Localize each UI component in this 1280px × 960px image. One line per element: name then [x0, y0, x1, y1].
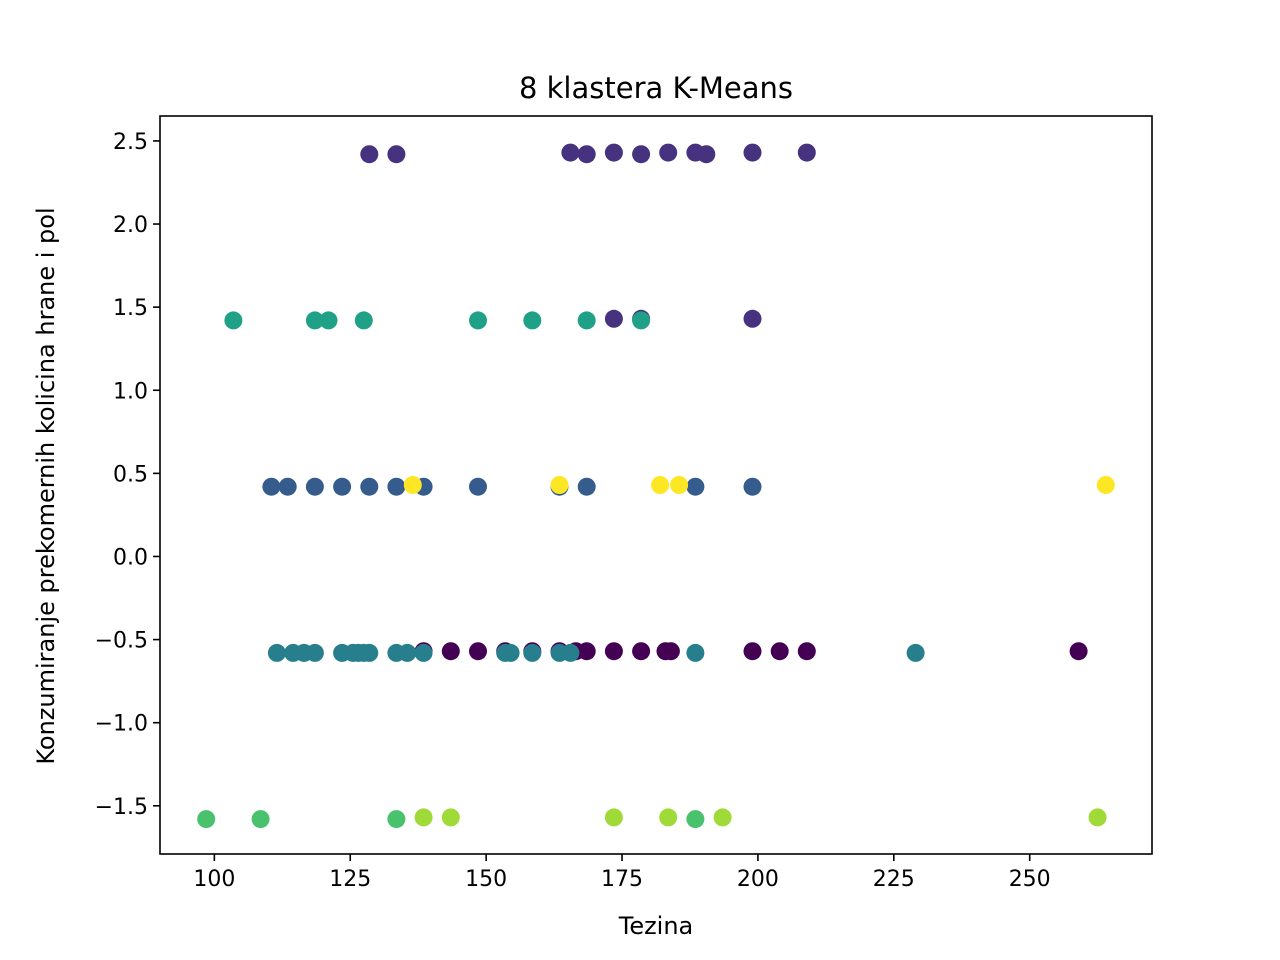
data-point-cluster-4: [224, 311, 243, 330]
x-tick-label: 200: [737, 867, 779, 892]
data-point-cluster-3: [906, 643, 925, 662]
data-point-cluster-7: [651, 476, 670, 494]
data-point-cluster-3: [398, 643, 417, 662]
data-point-cluster-7: [670, 476, 689, 494]
data-point-cluster-2: [577, 477, 596, 496]
data-point-cluster-2: [360, 477, 379, 496]
data-point-cluster-5: [686, 810, 705, 829]
plot-frame: [159, 115, 1153, 855]
data-point-cluster-7: [550, 476, 569, 494]
data-point-cluster-1: [387, 145, 406, 164]
data-point-cluster-2: [743, 477, 762, 496]
data-point-cluster-3: [360, 643, 379, 662]
data-point-cluster-2: [278, 477, 297, 496]
y-axis-ticks: −1.5 −1.0 −0.5 0.0 0.5 1.0 1.5 2.0 2.5: [95, 130, 160, 820]
data-point-cluster-2: [686, 477, 705, 496]
data-point-cluster-0: [661, 642, 680, 661]
data-point-cluster-4: [305, 311, 324, 330]
data-point-cluster-6: [441, 808, 460, 827]
data-point-cluster-6: [604, 808, 623, 827]
y-tick-label: 1.0: [113, 379, 148, 404]
y-axis-label: Konzumiranje prekomernih kolicina hrane …: [32, 207, 60, 764]
data-point-cluster-0: [743, 642, 762, 661]
data-point-cluster-2: [469, 477, 487, 496]
data-point-cluster-4: [577, 311, 596, 330]
data-point-cluster-1: [632, 145, 651, 164]
data-point-cluster-2: [305, 477, 324, 496]
y-tick-label: −1.5: [95, 795, 148, 820]
data-point-cluster-5: [387, 810, 406, 829]
data-point-cluster-0: [770, 642, 789, 661]
x-tick-label: 100: [193, 867, 235, 892]
data-point-cluster-6: [659, 808, 678, 827]
data-points: [197, 143, 1115, 829]
data-point-cluster-0: [469, 642, 487, 661]
y-tick-label: −0.5: [95, 629, 148, 654]
data-point-cluster-1: [659, 143, 678, 162]
chart-title: 8 klastera K-Means: [519, 71, 793, 105]
data-point-cluster-3: [523, 643, 542, 662]
data-point-cluster-6: [713, 808, 732, 827]
y-tick-label: 2.5: [113, 130, 148, 155]
data-point-cluster-4: [469, 311, 487, 330]
data-point-cluster-0: [577, 642, 596, 661]
data-point-cluster-4: [354, 311, 373, 330]
data-point-cluster-0: [604, 642, 623, 661]
x-axis-ticks: 100 125 150 175 200 225 250: [193, 854, 1051, 892]
data-point-cluster-1: [604, 143, 623, 162]
x-tick-label: 225: [873, 867, 915, 892]
data-point-cluster-5: [197, 810, 216, 829]
data-point-cluster-3: [305, 643, 324, 662]
x-tick-label: 250: [1009, 867, 1051, 892]
data-point-cluster-3: [561, 643, 580, 662]
data-point-cluster-1: [797, 143, 816, 162]
data-point-cluster-0: [797, 642, 816, 661]
data-point-cluster-1: [561, 143, 580, 162]
data-point-cluster-0: [1069, 642, 1088, 661]
data-point-cluster-2: [333, 477, 352, 496]
y-tick-label: 1.5: [113, 296, 148, 321]
x-tick-label: 125: [329, 867, 371, 892]
data-point-cluster-1: [360, 145, 379, 164]
data-point-cluster-0: [441, 642, 460, 661]
x-tick-label: 175: [601, 867, 643, 892]
data-point-cluster-1: [743, 143, 762, 162]
y-tick-label: 0.5: [113, 462, 148, 487]
data-point-cluster-4: [523, 311, 542, 330]
data-point-cluster-3: [501, 643, 520, 662]
y-tick-label: 0.0: [113, 545, 148, 570]
data-point-cluster-5: [251, 810, 270, 829]
data-point-cluster-0: [632, 642, 651, 661]
data-point-cluster-2: [387, 477, 406, 496]
data-point-cluster-6: [414, 808, 433, 827]
data-point-cluster-1: [743, 309, 762, 328]
y-tick-label: −1.0: [95, 712, 148, 737]
data-point-cluster-4: [632, 311, 651, 330]
data-point-cluster-3: [267, 643, 286, 662]
data-point-cluster-3: [686, 643, 705, 662]
data-point-cluster-3: [414, 643, 433, 662]
data-point-cluster-7: [1096, 476, 1115, 494]
x-axis-label: Tezina: [618, 912, 694, 940]
data-point-cluster-1: [604, 309, 623, 328]
data-point-cluster-1: [577, 145, 596, 164]
data-point-cluster-4: [319, 311, 338, 330]
data-point-cluster-1: [697, 145, 716, 164]
x-tick-label: 150: [465, 867, 507, 892]
data-point-cluster-2: [262, 477, 281, 496]
data-point-cluster-7: [403, 476, 422, 494]
data-point-cluster-6: [1088, 808, 1107, 827]
y-tick-label: 2.0: [113, 213, 148, 238]
